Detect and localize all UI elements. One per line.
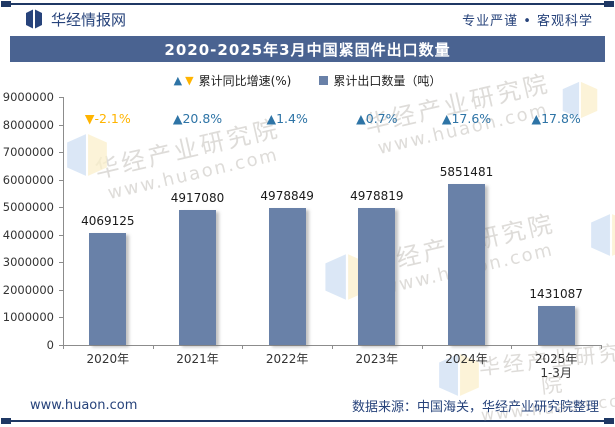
x-axis-category-label: 2021年 — [176, 352, 219, 366]
x-tick-mark — [63, 345, 64, 349]
brand-name: 华经情报网 — [51, 10, 127, 29]
bar — [358, 207, 396, 345]
y-tick-mark — [59, 152, 63, 154]
x-tick-mark — [421, 345, 423, 349]
y-tick-mark — [59, 345, 63, 346]
footer-website-link[interactable]: www.huaon.com — [30, 398, 138, 413]
y-tick-mark — [59, 234, 63, 236]
bar-swatch-icon — [319, 75, 329, 85]
footer: www.huaon.com 数据来源：中国海关，华经产业研究院整理 — [30, 396, 599, 415]
y-axis-tick-label: 7000000 — [2, 145, 54, 160]
x-axis-category-label: 2023年 — [355, 352, 399, 366]
bar-value-label: 4069125 — [81, 213, 135, 228]
bar — [537, 305, 575, 345]
footer-source: 数据来源：中国海关，华经产业研究院整理 — [351, 400, 599, 415]
x-axis-category-label: 2025年 1-3月 — [534, 352, 578, 380]
bar-value-label: 4978849 — [260, 188, 314, 203]
y-tick-mark — [59, 97, 63, 98]
y-axis-tick-label: 0 — [46, 338, 54, 352]
top-right-corner-square — [604, 1, 614, 7]
growth-rate-label: ▲1.4% — [266, 111, 308, 126]
growth-rate-label: ▲0.7% — [356, 111, 398, 126]
y-tick-mark — [59, 124, 63, 126]
y-tick-mark — [59, 289, 63, 291]
bar-value-label: 1431087 — [529, 286, 583, 301]
top-border-line — [6, 3, 609, 5]
y-tick-mark — [59, 207, 63, 209]
x-tick-mark — [511, 345, 513, 349]
x-tick-mark — [601, 345, 602, 349]
y-axis — [63, 97, 64, 345]
y-axis-tick-label: 3000000 — [2, 255, 54, 270]
bottom-left-corner-square — [1, 418, 11, 424]
legend-item-growth: ▲ ▼ 累计同比增速(%) — [174, 72, 292, 89]
y-axis-tick-label: 6000000 — [2, 172, 54, 187]
triangle-up-icon: ▲ — [173, 73, 183, 87]
header: 华经情报网 专业严谨 • 客观科学 — [24, 7, 593, 31]
top-left-corner-square — [1, 1, 11, 7]
x-axis-category-label: 2024年 — [445, 352, 488, 366]
brand: 华经情报网 — [24, 8, 126, 30]
y-axis-tick-label: 5000000 — [2, 200, 54, 215]
bar — [179, 209, 216, 345]
y-axis-tick-label: 2000000 — [2, 282, 54, 297]
brand-logo-icon — [24, 8, 44, 30]
legend-volume-label: 累计出口数量（吨） — [333, 73, 442, 88]
triangle-down-icon: ▼ — [185, 73, 194, 87]
y-tick-mark — [59, 317, 63, 319]
bar-value-label: 5851481 — [439, 164, 494, 179]
bottom-right-corner-square — [604, 418, 614, 424]
bar — [268, 207, 306, 345]
page-title: 2020-2025年3月中国紧固件出口数量 — [10, 36, 605, 62]
y-tick-mark — [59, 179, 63, 181]
growth-rate-label: ▲17.6% — [441, 111, 492, 126]
bar-value-label: 4917080 — [170, 190, 225, 205]
growth-rate-label: ▼-2.1% — [84, 111, 131, 126]
growth-rate-label: ▲20.8% — [172, 111, 223, 126]
x-axis-category-label: 2022年 — [265, 352, 309, 366]
x-tick-mark — [332, 345, 333, 349]
y-tick-mark — [59, 262, 63, 264]
y-axis-tick-label: 9000000 — [2, 90, 54, 104]
x-tick-mark — [242, 345, 244, 349]
bar-value-label: 4978819 — [350, 188, 404, 203]
legend-growth-label: 累计同比增速(%) — [198, 73, 292, 88]
bar — [89, 232, 127, 345]
bottom-border-line — [6, 420, 609, 422]
x-tick-mark — [152, 345, 154, 349]
growth-rate-label: ▲17.8% — [531, 111, 581, 126]
y-axis-tick-label: 8000000 — [2, 117, 54, 132]
y-axis-tick-label: 4000000 — [2, 227, 54, 242]
legend-item-volume: 累计出口数量（吨） — [319, 72, 441, 89]
header-slogan: 专业严谨 • 客观科学 — [462, 13, 593, 29]
chart-legend: ▲ ▼ 累计同比增速(%) 累计出口数量（吨） — [0, 71, 615, 89]
x-axis-category-label: 2020年 — [86, 352, 130, 366]
bar — [448, 183, 485, 345]
y-axis-tick-label: 1000000 — [2, 310, 54, 325]
